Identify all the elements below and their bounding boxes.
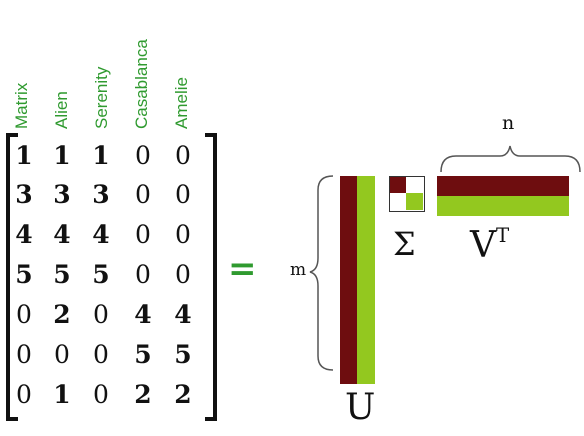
- matrix-cell: 5: [53, 260, 71, 289]
- matrix-cell: 4: [15, 220, 33, 249]
- matrix-cell: 0: [16, 380, 32, 409]
- u-first-column: [340, 176, 357, 384]
- u-second-column: [357, 176, 375, 384]
- matrix-cell: 4: [134, 300, 152, 329]
- vt-second-row: [437, 196, 569, 216]
- matrix-cell: 0: [135, 180, 151, 209]
- matrix-cell: 0: [135, 220, 151, 249]
- matrix-cell: 5: [134, 340, 152, 369]
- n-brace: [440, 145, 581, 173]
- matrix-cell: 1: [15, 141, 33, 170]
- matrix-cell: 2: [134, 380, 152, 409]
- m-label: m: [290, 260, 307, 280]
- n-label: n: [502, 112, 515, 134]
- matrix-right-bracket: [205, 133, 217, 421]
- vt-first-row: [437, 176, 569, 196]
- matrix-cell: 0: [16, 340, 32, 369]
- sigma-value-2: [406, 193, 423, 210]
- matrix-cell: 4: [53, 220, 71, 249]
- matrix-cell: 1: [53, 141, 71, 170]
- matrix-cell: 1: [53, 380, 71, 409]
- matrix-cell: 0: [135, 141, 151, 170]
- matrix-cell: 0: [54, 340, 70, 369]
- sigma-value-1: [390, 177, 406, 193]
- sigma-label: Σ: [393, 225, 416, 263]
- matrix-cell: 0: [175, 260, 191, 289]
- matrix-cell: 5: [15, 260, 33, 289]
- m-brace: [309, 175, 334, 371]
- matrix-cell: 3: [92, 180, 110, 209]
- matrix-cell: 4: [174, 300, 192, 329]
- equals-sign: =: [228, 249, 257, 289]
- matrix-cell: 0: [175, 180, 191, 209]
- vt-superscript: T: [496, 224, 510, 247]
- matrix-cell: 0: [16, 300, 32, 329]
- vt-base: V: [470, 224, 496, 266]
- matrix-cell: 0: [175, 220, 191, 249]
- matrix-cell: 3: [15, 180, 33, 209]
- matrix-cell: 2: [53, 300, 71, 329]
- u-label: U: [345, 387, 376, 428]
- matrix-cell: 0: [93, 300, 109, 329]
- sigma-matrix: [389, 176, 425, 212]
- matrix-cell: 5: [92, 260, 110, 289]
- vt-label: VT: [470, 226, 509, 264]
- matrix-cell: 0: [175, 141, 191, 170]
- matrix-cell: 3: [53, 180, 71, 209]
- matrix-cell: 4: [92, 220, 110, 249]
- matrix-cell: 0: [135, 260, 151, 289]
- matrix-left-bracket: [6, 133, 18, 421]
- matrix-cell: 0: [93, 380, 109, 409]
- matrix-cell: 1: [92, 141, 110, 170]
- matrix-cell: 0: [93, 340, 109, 369]
- matrix-cell: 2: [174, 380, 192, 409]
- matrix-cell: 5: [174, 340, 192, 369]
